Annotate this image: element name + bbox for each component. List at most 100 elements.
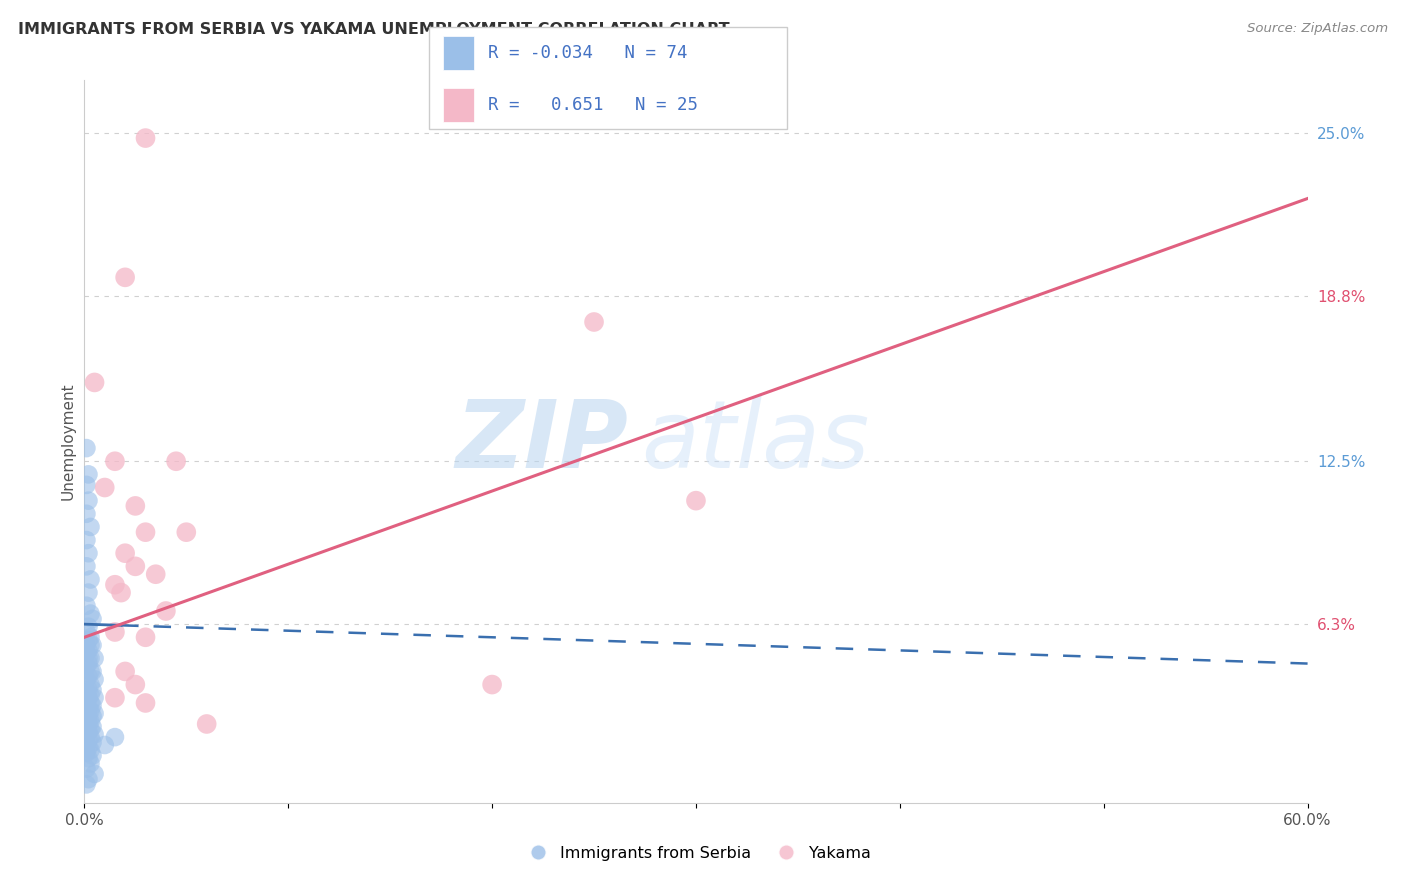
- Point: [75, 559, 97, 574]
- Point: [77, 632, 100, 647]
- Point: [79, 696, 101, 710]
- Point: [77, 493, 100, 508]
- Point: [79, 723, 101, 737]
- Point: [83, 690, 105, 705]
- Point: [75, 625, 97, 640]
- Point: [79, 630, 101, 644]
- Point: [104, 625, 127, 640]
- Point: [481, 677, 503, 691]
- Point: [82, 698, 104, 713]
- Point: [79, 704, 101, 718]
- Point: [79, 743, 101, 757]
- Text: Source: ZipAtlas.com: Source: ZipAtlas.com: [1247, 22, 1388, 36]
- Point: [75, 777, 97, 791]
- Point: [77, 651, 100, 665]
- Point: [83, 706, 105, 721]
- Point: [77, 717, 100, 731]
- Point: [79, 677, 101, 691]
- Point: [75, 533, 97, 547]
- Point: [79, 730, 101, 744]
- Point: [75, 762, 97, 776]
- Point: [75, 738, 97, 752]
- Point: [77, 670, 100, 684]
- Point: [75, 441, 97, 455]
- Point: [82, 735, 104, 749]
- Text: R =   0.651   N = 25: R = 0.651 N = 25: [488, 96, 697, 114]
- Point: [685, 493, 707, 508]
- Point: [82, 665, 104, 679]
- Point: [195, 717, 218, 731]
- Point: [75, 746, 97, 760]
- Point: [83, 727, 105, 741]
- Point: [75, 507, 97, 521]
- Point: [77, 467, 100, 482]
- Text: ZIP: ZIP: [456, 395, 628, 488]
- Point: [135, 696, 157, 710]
- Point: [79, 573, 101, 587]
- Point: [77, 751, 100, 765]
- Point: [104, 690, 127, 705]
- Point: [124, 559, 146, 574]
- Point: [79, 638, 101, 652]
- Point: [79, 665, 101, 679]
- Point: [77, 585, 100, 599]
- Point: [75, 685, 97, 699]
- Point: [79, 714, 101, 729]
- Point: [165, 454, 187, 468]
- Point: [104, 578, 127, 592]
- Point: [114, 546, 136, 560]
- Point: [83, 673, 105, 687]
- Point: [75, 659, 97, 673]
- Point: [75, 599, 97, 613]
- Point: [75, 638, 97, 652]
- Point: [83, 767, 105, 781]
- Point: [77, 732, 100, 747]
- Point: [104, 730, 127, 744]
- Point: [124, 677, 146, 691]
- Point: [82, 612, 104, 626]
- Point: [79, 520, 101, 534]
- Point: [77, 709, 100, 723]
- Point: [82, 748, 104, 763]
- Point: [110, 585, 132, 599]
- Text: atlas: atlas: [641, 396, 869, 487]
- Y-axis label: Unemployment: Unemployment: [60, 383, 76, 500]
- Point: [75, 646, 97, 660]
- Point: [77, 546, 100, 560]
- Point: [135, 525, 157, 540]
- Point: [155, 604, 177, 618]
- Point: [77, 643, 100, 657]
- Point: [174, 525, 197, 540]
- Point: [82, 638, 104, 652]
- Point: [75, 673, 97, 687]
- Point: [79, 607, 101, 621]
- Point: [79, 651, 101, 665]
- Point: [77, 690, 100, 705]
- Point: [75, 720, 97, 734]
- Point: [124, 499, 146, 513]
- Point: [583, 315, 606, 329]
- Point: [93, 738, 115, 752]
- Point: [135, 630, 157, 644]
- Legend: Immigrants from Serbia, Yakama: Immigrants from Serbia, Yakama: [515, 839, 877, 867]
- Text: IMMIGRANTS FROM SERBIA VS YAKAMA UNEMPLOYMENT CORRELATION CHART: IMMIGRANTS FROM SERBIA VS YAKAMA UNEMPLO…: [18, 22, 730, 37]
- Point: [135, 131, 157, 145]
- Point: [114, 270, 136, 285]
- Point: [83, 376, 105, 390]
- Point: [77, 740, 100, 755]
- Point: [77, 724, 100, 739]
- Point: [75, 704, 97, 718]
- Point: [75, 693, 97, 707]
- Point: [114, 665, 136, 679]
- Point: [77, 701, 100, 715]
- Text: R = -0.034   N = 74: R = -0.034 N = 74: [488, 44, 688, 62]
- Point: [82, 682, 104, 697]
- Point: [77, 772, 100, 786]
- Point: [83, 651, 105, 665]
- Point: [79, 688, 101, 702]
- Point: [75, 712, 97, 726]
- Point: [75, 478, 97, 492]
- Point: [75, 727, 97, 741]
- Point: [82, 709, 104, 723]
- Point: [104, 454, 127, 468]
